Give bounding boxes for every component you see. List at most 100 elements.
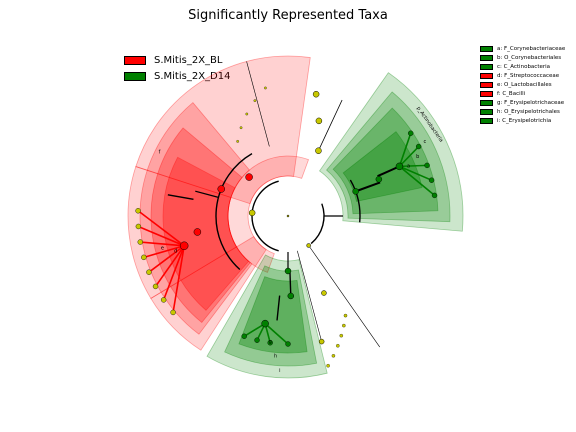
edge-top-branch: [318, 99, 343, 151]
node-erysipelo-leaf: [241, 333, 247, 339]
edge-lower-branch: [297, 250, 322, 342]
legend-label-bl: S.Mitis_2X_BL: [154, 54, 223, 66]
sector-class-erysipelotrichia: [206, 254, 328, 379]
clade-letter-h: h: [274, 353, 277, 359]
sector-phylum-red-bottom: [150, 236, 267, 351]
chart-title: Significantly Represented Taxa: [188, 8, 388, 23]
edge-erysipelotrichaceae-leaf: [243, 322, 266, 337]
sector-family-corynebacteriaceae: [342, 131, 423, 202]
node-top-leaf: [312, 90, 320, 98]
edge-firmicutes-arc: [215, 153, 253, 271]
taxa-legend-item-c: c: C_Actinobacteria: [480, 62, 565, 71]
node-bacilli-leaf: [146, 269, 152, 275]
edge-streptococcaceae-leaf: [154, 245, 185, 287]
node-bacilli-leaf: [141, 254, 147, 261]
node-lower-mid: [321, 290, 327, 296]
node-lower-right-leaf: [342, 323, 346, 328]
tree-nodes: [135, 86, 438, 368]
clade-highlight-sectors: [127, 55, 464, 379]
taxa-legend-item-d: d: F_Streptococcaceae: [480, 71, 565, 80]
node-bacilli-leaf: [137, 239, 143, 245]
edge-corynebacteriaceae-leaf: [398, 132, 412, 167]
sector-phylum-red-top: [135, 55, 311, 205]
node-actinobacteria-class: [352, 188, 359, 195]
edge-actino-class: [355, 181, 381, 193]
edge-streptococcaceae-leaf: [162, 245, 185, 301]
sector-class-bacilli: [139, 102, 253, 335]
sector-order-erysipelotrichales: [224, 265, 318, 367]
edge-root-arc-right: [310, 203, 325, 245]
legend-swatch-bl: [124, 55, 146, 65]
legend-label-d14: S.Mitis_2X_D14: [154, 70, 231, 82]
node-actino-leaf: [431, 192, 438, 199]
sector-core-red: [227, 155, 310, 273]
edge-corynebacteriaceae-leaf: [398, 145, 420, 167]
clade-letter-d: d: [174, 248, 177, 254]
node-lower-right: [306, 243, 311, 248]
edge-streptococcaceae-leaf: [137, 210, 185, 247]
node-bacilli-leaf: [170, 309, 176, 316]
clade-letter-i: i: [279, 368, 280, 374]
edge-streptococcaceae-leaf: [148, 245, 185, 273]
node-lower-right-leaf: [336, 344, 340, 348]
edge-streptococcaceae-leaf: [140, 241, 185, 247]
group-legend: S.Mitis_2X_BL S.Mitis_2X_D14: [124, 52, 230, 84]
sector-order-lactobacillales: [150, 127, 251, 324]
node-erysipelotrichia: [284, 267, 292, 275]
clade-letter-b: b: [416, 154, 419, 160]
edge-top-left-branch: [246, 61, 270, 147]
node-bacilli-leaf: [152, 283, 159, 290]
edge-corynebacteriaceae-leaf: [399, 164, 428, 168]
edge-corynebacteriaceae-leaf: [399, 165, 432, 181]
edge-streptococcaceae-leaf: [143, 244, 185, 259]
edge-erysipelotrichaceae-leaf: [264, 322, 289, 345]
node-streptococcus: [193, 228, 202, 236]
node-erysipelotrichales: [287, 292, 295, 300]
clade-letter-f: f: [159, 149, 161, 155]
node-erysipelo-leaf: [267, 340, 273, 346]
taxa-legend-item-h: h: O_Erysipelotrichales: [480, 107, 565, 116]
legend-swatch-d14: [124, 71, 146, 81]
edge-streptococcaceae-leaf: [172, 245, 185, 313]
edge-erysipelo-class: [289, 270, 292, 296]
node-root: [286, 214, 290, 218]
node-erysipelo-leaf: [285, 341, 291, 347]
edge-actino-arc: [349, 179, 361, 223]
node-lactobacillales: [245, 173, 253, 181]
edge-bacilli-class: [195, 190, 219, 198]
edge-actino-order: [377, 165, 400, 178]
node-bacilli-leaf: [135, 208, 141, 214]
node-top-left-leaf: [239, 126, 243, 130]
node-erysipelo-leaf: [254, 337, 260, 343]
legend-item-d14: S.Mitis_2X_D14: [124, 68, 230, 84]
taxa-legend-item-a: a: F_Corynebacteriaceae: [480, 44, 565, 53]
edge-lactobacillales: [167, 194, 194, 201]
node-top-branch: [315, 147, 322, 154]
clade-letter-a: a: [407, 163, 410, 169]
clade-letter-c: c: [423, 139, 426, 145]
node-streptococcaceae: [179, 241, 189, 251]
node-actinobacteria-order: [375, 176, 383, 183]
node-top-left-leaf: [253, 99, 257, 102]
taxa-legend-item-e: e: O_Lactobacillales: [480, 80, 565, 89]
taxa-legend: a: F_Corynebacteriaceae b: O_Corynebacte…: [480, 44, 565, 125]
node-lower-right-leaf: [343, 313, 348, 318]
node-actino-leaf: [424, 162, 430, 169]
edge-lower-right-branch: [308, 245, 381, 348]
sector-family-streptococcaceae: [162, 156, 250, 311]
edge-corynebacteriaceae-leaf: [398, 165, 436, 197]
node-top-branch-2: [315, 117, 323, 125]
taxa-legend-item-b: b: O_Corynebacteriales: [480, 53, 565, 62]
node-actino-leaf: [407, 130, 414, 136]
node-top-left-leaf: [245, 112, 249, 116]
node-lower-right-leaf: [331, 354, 336, 358]
node-corynebacteriaceae: [395, 162, 404, 171]
legend-item-bl: S.Mitis_2X_BL: [124, 52, 230, 68]
edge-erysipelo-order: [276, 295, 281, 321]
node-bacilli-leaf: [160, 297, 167, 303]
node-actino-leaf: [415, 143, 422, 150]
node-actino-leaf: [428, 177, 435, 183]
node-top-left-leaf: [264, 86, 267, 90]
node-lower-leaf: [318, 338, 325, 345]
